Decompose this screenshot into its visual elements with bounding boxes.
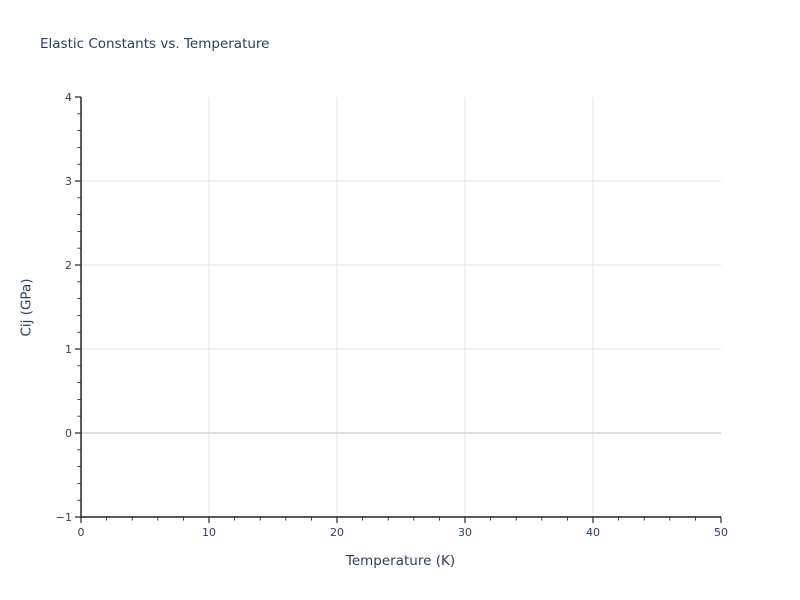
y-tick-label: 3 [65, 175, 72, 188]
y-axis-label: Cij (GPa) [18, 278, 35, 337]
y-tick-label: −1 [56, 511, 72, 524]
tick-marks [75, 96, 722, 523]
x-tick-label: 0 [78, 526, 85, 539]
tick-labels: 0 10 20 30 40 50 −1 0 1 2 3 4 [56, 91, 728, 539]
x-tick-label: 40 [586, 526, 600, 539]
x-tick-label: 30 [458, 526, 472, 539]
x-axis-label: Temperature (K) [345, 553, 456, 569]
x-tick-label: 20 [330, 526, 344, 539]
gridlines [81, 97, 721, 517]
x-tick-label: 10 [202, 526, 216, 539]
chart-title: Elastic Constants vs. Temperature [40, 36, 270, 52]
y-tick-label: 0 [65, 427, 72, 440]
y-tick-label: 1 [65, 343, 72, 356]
y-tick-label: 2 [65, 259, 72, 272]
axis-spines [80, 97, 721, 518]
y-tick-label: 4 [65, 91, 72, 104]
x-tick-label: 50 [714, 526, 728, 539]
